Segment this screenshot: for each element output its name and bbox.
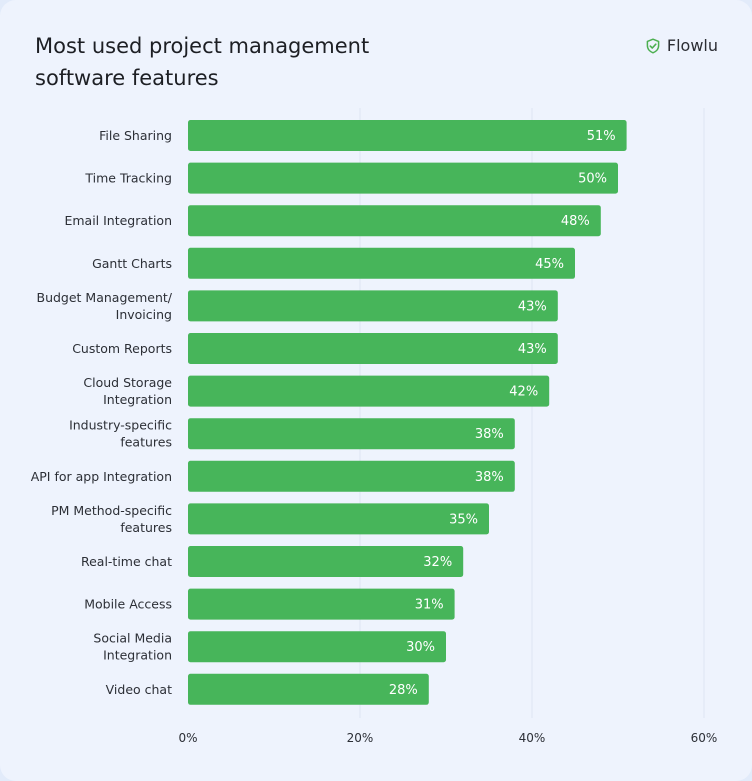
bar-value-label: 38%	[475, 470, 504, 485]
bar-value-label: 32%	[423, 555, 452, 570]
category-label: Budget Management/	[37, 290, 173, 305]
category-label: Gantt Charts	[92, 256, 172, 271]
category-label: Social Media	[93, 631, 172, 646]
bar-value-label: 48%	[561, 214, 590, 229]
bar	[188, 460, 515, 492]
category-label: Industry-specific	[69, 418, 172, 433]
category-label: Email Integration	[64, 213, 172, 228]
category-label: Real-time chat	[81, 554, 172, 569]
bar-value-label: 43%	[518, 299, 547, 314]
bar	[188, 290, 558, 322]
category-label: Mobile Access	[84, 597, 172, 612]
brand-logo: Flowlu	[645, 36, 718, 55]
category-label: Time Tracking	[84, 171, 172, 186]
bar	[188, 162, 618, 194]
brand-name: Flowlu	[666, 36, 718, 55]
bar-value-label: 42%	[509, 385, 538, 400]
category-label: Custom Reports	[72, 341, 172, 356]
category-label: Invoicing	[116, 307, 172, 322]
category-label: Video chat	[106, 682, 172, 697]
bar	[188, 247, 575, 279]
bar	[188, 418, 515, 450]
category-label: File Sharing	[99, 128, 172, 143]
category-label: PM Method-specific	[51, 503, 172, 518]
x-tick-label: 40%	[519, 731, 546, 745]
bar	[188, 503, 489, 535]
bar	[188, 546, 464, 577]
bar	[188, 120, 627, 151]
bar-value-label: 30%	[406, 640, 435, 655]
category-label: Cloud Storage	[83, 375, 172, 390]
bar-value-label: 50%	[578, 172, 607, 187]
category-label: Integration	[103, 392, 172, 407]
bar	[188, 631, 446, 663]
bar-value-label: 43%	[518, 342, 547, 357]
bar	[188, 333, 558, 364]
bar	[188, 673, 429, 705]
x-tick-label: 20%	[347, 731, 374, 745]
bar	[188, 588, 455, 620]
bar-value-label: 31%	[415, 598, 444, 613]
category-label: features	[120, 520, 172, 535]
bar-value-label: 45%	[535, 257, 564, 272]
bar-value-label: 51%	[587, 129, 616, 144]
chart-title: Most used project management software fe…	[35, 34, 370, 90]
category-label: features	[120, 435, 172, 450]
bar-value-label: 35%	[449, 512, 478, 527]
category-label: API for app Integration	[31, 469, 172, 484]
x-tick-label: 60%	[691, 731, 718, 745]
bar	[188, 375, 550, 407]
bar	[188, 205, 601, 237]
category-label: Integration	[103, 648, 172, 663]
x-tick-label: 0%	[178, 731, 197, 745]
bar-value-label: 38%	[475, 427, 504, 442]
check-shield-icon	[646, 37, 660, 54]
bar-value-label: 28%	[389, 683, 418, 698]
